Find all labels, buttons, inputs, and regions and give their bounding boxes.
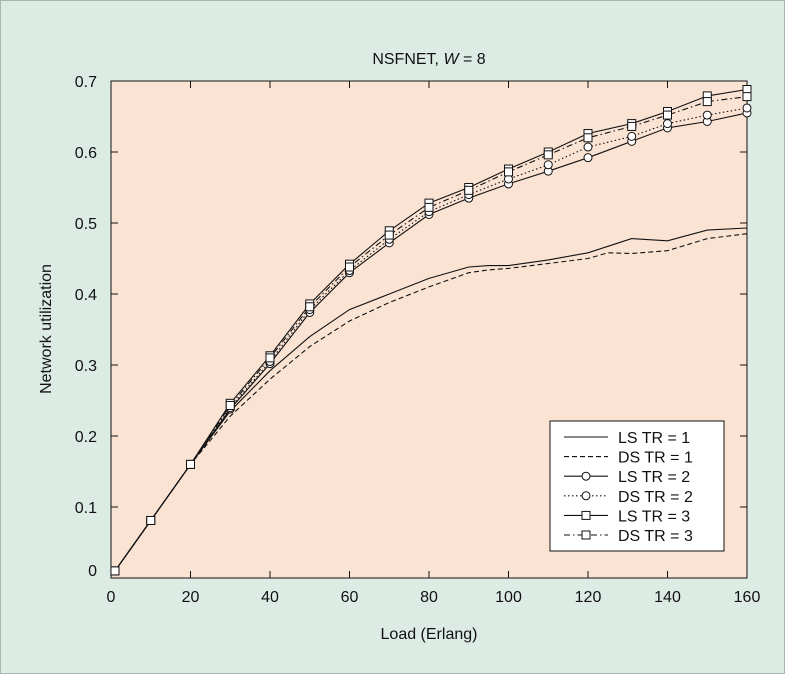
data-point (464, 185, 474, 195)
x-tick-label: 20 (182, 589, 200, 606)
data-point (110, 566, 120, 576)
y-tick-label: 0.3 (75, 358, 97, 375)
y-tick-label: 0 (88, 563, 97, 580)
series-1 (114, 227, 748, 572)
x-tick-label: 0 (107, 589, 116, 606)
legend-entry: LS TR = 1 (564, 430, 690, 447)
data-point (424, 202, 434, 212)
data-point (225, 400, 235, 410)
data-point (702, 97, 712, 107)
series-layer (110, 85, 752, 576)
data-point (583, 153, 593, 163)
data-point (627, 131, 637, 141)
legend-label: LS TR = 3 (618, 508, 690, 525)
x-tick-label: 80 (420, 589, 438, 606)
data-point (305, 302, 315, 312)
x-tick-label: 120 (575, 589, 602, 606)
legend-entry: DS TR = 3 (564, 528, 693, 545)
data-point (146, 515, 156, 525)
data-point (627, 121, 637, 131)
y-tick-label: 0.7 (75, 74, 97, 91)
legend-label: DS TR = 1 (618, 450, 693, 467)
y-tick-label: 0.4 (75, 287, 97, 304)
legend-box (549, 420, 725, 552)
x-tick-label: 160 (734, 589, 761, 606)
data-point (742, 92, 752, 102)
data-point (742, 103, 752, 113)
y-tick-label: 0.5 (75, 216, 97, 233)
legend-marker (581, 510, 591, 520)
data-point (583, 133, 593, 143)
x-tick-label: 60 (341, 589, 359, 606)
legend-label: DS TR = 3 (618, 528, 693, 545)
x-axis-label: Load (Erlang) (381, 626, 478, 643)
y-axis-label: Network utilization (38, 264, 55, 394)
axis-ticks: 0 20 40 60 80 100 120 140 160 0 0.1 0.2 0.3 0.4 0.5 0.6… (75, 74, 761, 606)
legend-label: DS TR = 2 (618, 489, 693, 506)
legend-label: LS TR = 1 (618, 430, 690, 447)
x-tick-label: 40 (261, 589, 279, 606)
legend-entry: LS TR = 3 (564, 508, 690, 525)
series-line (114, 233, 748, 572)
y-tick-label: 0.6 (75, 145, 97, 162)
data-point (186, 459, 195, 469)
data-point (543, 160, 553, 170)
data-point (384, 230, 394, 240)
data-point (345, 262, 354, 272)
legend-entry: DS TR = 1 (564, 450, 693, 467)
data-point (543, 150, 553, 160)
legend-marker (581, 530, 591, 540)
data-point (504, 167, 513, 177)
data-point (265, 353, 275, 363)
x-tick-label: 100 (495, 589, 522, 606)
y-tick-label: 0.1 (75, 500, 97, 517)
data-point (583, 142, 593, 152)
data-point (702, 110, 712, 120)
legend-marker (581, 471, 591, 481)
series-line (114, 96, 748, 572)
x-tick-label: 140 (654, 589, 681, 606)
y-tick-label: 0.2 (75, 429, 97, 446)
legend-label: LS TR = 2 (618, 469, 690, 486)
data-point (663, 110, 672, 120)
series-6 (110, 92, 752, 576)
data-point (663, 119, 672, 129)
series-line (114, 227, 748, 572)
legend: LS TR = 1 DS TR = 1 LS TR = 2 DS TR = 2 LS T… (549, 420, 725, 552)
legend-entry: DS TR = 2 (564, 489, 693, 506)
legend-marker (581, 491, 591, 501)
chart-title: NSFNET, W = 8 (372, 51, 485, 68)
legend-entry: LS TR = 2 (564, 469, 690, 486)
series-2 (114, 233, 748, 572)
